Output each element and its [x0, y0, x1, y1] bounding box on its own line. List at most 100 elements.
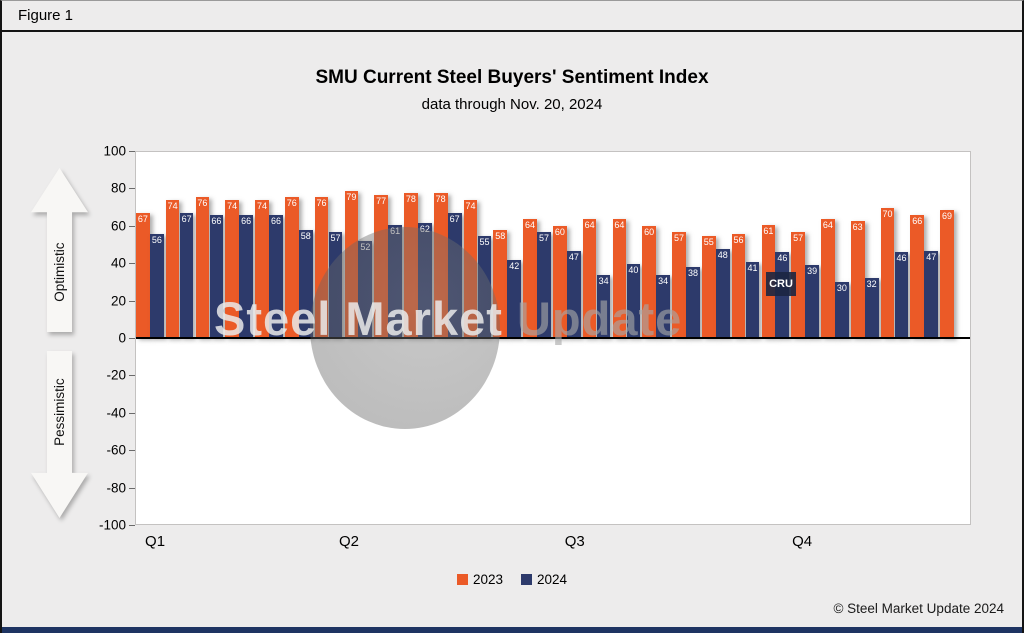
- bar-value-label: 63: [852, 221, 863, 232]
- bar-2023: 74: [255, 200, 269, 338]
- bar-2023: 60: [642, 226, 657, 338]
- optimistic-arrow-icon: Optimistic: [31, 168, 88, 332]
- smu-logo-watermark: [310, 227, 500, 429]
- bar-group: 66 47: [910, 152, 940, 524]
- y-tick-label: 20: [110, 293, 126, 309]
- bar-value-label: 57: [330, 232, 341, 243]
- y-tick-label: 0: [118, 330, 126, 346]
- y-tick-label: -80: [106, 480, 126, 496]
- bar-value-label: 64: [614, 219, 625, 230]
- bar-value-label: 70: [882, 208, 893, 219]
- y-tick-mark: [129, 338, 135, 339]
- y-tick-label: -20: [106, 367, 126, 383]
- bar-2023: 63: [850, 220, 865, 338]
- bar-value-label: 64: [822, 219, 833, 230]
- y-tick-mark: [129, 375, 135, 377]
- bar-group: 79 52: [344, 152, 375, 524]
- bar-value-label: 60: [644, 227, 655, 238]
- y-tick-label: -60: [106, 442, 126, 458]
- header-divider: [2, 30, 1022, 32]
- bar-group: 74 66: [255, 152, 285, 524]
- legend-item-2024: 2024: [521, 572, 567, 587]
- watermark-part2: Update: [502, 292, 683, 345]
- y-tick-mark: [129, 151, 135, 152]
- y-tick-label: 100: [103, 143, 126, 159]
- bar-value-label: 55: [479, 236, 490, 247]
- x-axis-label-q3: Q3: [564, 533, 585, 550]
- bar-group: 60 34: [642, 152, 672, 524]
- bar-value-label: 47: [568, 251, 579, 262]
- bar-value-label: 64: [584, 219, 595, 230]
- bar-value-label: 56: [733, 234, 744, 245]
- chart-subtitle: data through Nov. 20, 2024: [421, 96, 603, 113]
- bar-value-label: 66: [912, 216, 923, 227]
- bar-group: 78 67: [433, 152, 464, 524]
- y-tick-mark: [129, 450, 135, 452]
- bar-group: 76 58: [284, 152, 315, 524]
- bar-2024: 66: [239, 215, 254, 338]
- bar-group: 64 40: [612, 152, 643, 524]
- y-tick-label: -40: [106, 405, 126, 421]
- bar-2023: 76: [314, 196, 329, 338]
- bar-value-label: 61: [763, 225, 774, 236]
- copyright-text: © Steel Market Update 2024: [833, 601, 1004, 616]
- y-tick-mark: [129, 225, 135, 227]
- legend-swatch: [456, 574, 468, 585]
- bar-2024: 66: [269, 215, 283, 338]
- bar-value-label: 67: [137, 214, 148, 225]
- bar-value-label: 66: [270, 216, 281, 227]
- bar-value-label: 61: [386, 226, 404, 236]
- bar-2024: 61: [386, 224, 404, 338]
- bar-2024: 62: [418, 222, 432, 338]
- bar-group: 76 57: [314, 152, 345, 524]
- bar-2023: 66: [910, 215, 925, 338]
- bar-value-label: 74: [227, 201, 238, 212]
- bar-value-label: 66: [211, 216, 222, 227]
- cru-logo: CRU: [766, 272, 796, 296]
- bar-2023: 70: [880, 207, 895, 338]
- bar-value-label: 74: [256, 201, 267, 212]
- bar-group: 57 39: [791, 152, 821, 524]
- bar-2024: 48: [715, 248, 730, 338]
- bar-group: 74 67: [165, 152, 196, 524]
- bar-value-label: 39: [807, 266, 818, 277]
- bar-value-label: 52: [356, 242, 374, 252]
- bar-2023: 76: [284, 196, 299, 338]
- bar-2024: 46: [894, 252, 909, 338]
- bar-2023: 64: [612, 218, 627, 338]
- x-axis-label-q2: Q2: [338, 533, 359, 550]
- y-tick-label: 80: [110, 180, 126, 196]
- bar-2024: 57: [537, 231, 551, 338]
- bar-2024: 39: [805, 265, 819, 338]
- bar-2024: 34: [656, 274, 671, 338]
- bar-group: 56 41: [731, 152, 762, 524]
- bar-2023: 60: [553, 226, 567, 338]
- bar-value-label: 46: [896, 253, 907, 264]
- bar-value-label: 40: [628, 264, 639, 275]
- bar-value-label: 64: [525, 219, 536, 230]
- bar-value-label: 57: [673, 232, 684, 243]
- bar-2023: 64: [821, 218, 835, 338]
- bar-value-label: 58: [495, 231, 506, 242]
- x-axis-label-q4: Q4: [792, 533, 813, 550]
- bar-value-label: 32: [866, 279, 877, 290]
- bar-value-label: 67: [449, 214, 460, 225]
- bar-2023: 74: [165, 200, 180, 338]
- bar-value-label: 47: [926, 251, 937, 262]
- bar-2023: 77: [374, 194, 388, 338]
- bar-value-label: 79: [346, 192, 357, 203]
- bar-value-label: 30: [836, 283, 847, 294]
- legend: 2023 2024: [2, 572, 1022, 587]
- y-tick-mark: [129, 188, 135, 190]
- bar-value-label: 74: [167, 201, 178, 212]
- bar-2024: 47: [566, 250, 581, 338]
- bar-group: 67 56: [136, 152, 166, 524]
- bar-2023: 57: [791, 231, 805, 338]
- bar-group: 74 66: [225, 152, 255, 524]
- bar-group: 69: [940, 152, 970, 524]
- bar-2023: 58: [493, 230, 508, 338]
- y-tick-mark: [129, 263, 135, 265]
- bar-2023: 55: [701, 235, 716, 338]
- bar-2023: 64: [582, 218, 597, 338]
